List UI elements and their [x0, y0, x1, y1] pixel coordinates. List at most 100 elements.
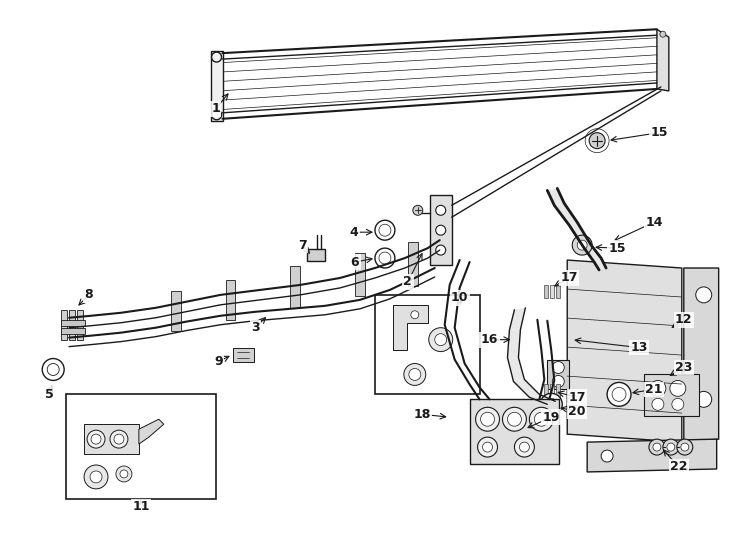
Circle shape	[478, 437, 498, 457]
Polygon shape	[548, 360, 570, 389]
Polygon shape	[556, 384, 560, 397]
Circle shape	[43, 359, 64, 380]
Bar	[61, 328, 85, 334]
Text: 17: 17	[561, 272, 578, 285]
Polygon shape	[355, 253, 365, 296]
Circle shape	[481, 412, 495, 426]
Circle shape	[573, 235, 592, 255]
Text: 2: 2	[404, 275, 413, 288]
Polygon shape	[393, 305, 428, 349]
Circle shape	[476, 407, 500, 431]
Circle shape	[375, 248, 395, 268]
Circle shape	[681, 443, 688, 451]
Circle shape	[650, 380, 666, 396]
Circle shape	[607, 382, 631, 406]
Text: 14: 14	[645, 216, 663, 229]
Circle shape	[696, 392, 712, 407]
Circle shape	[379, 224, 391, 236]
Circle shape	[507, 412, 521, 426]
Circle shape	[672, 399, 684, 410]
Text: 7: 7	[298, 239, 307, 252]
Text: 23: 23	[675, 361, 692, 374]
Polygon shape	[545, 384, 548, 397]
Text: 4: 4	[349, 226, 358, 239]
Polygon shape	[139, 419, 164, 444]
Polygon shape	[570, 222, 591, 248]
Circle shape	[660, 31, 666, 37]
Circle shape	[375, 220, 395, 240]
Polygon shape	[308, 249, 325, 261]
Circle shape	[601, 450, 613, 462]
Circle shape	[589, 133, 605, 149]
Circle shape	[379, 252, 391, 264]
Circle shape	[211, 110, 222, 120]
Circle shape	[120, 470, 128, 478]
Text: 16: 16	[481, 333, 498, 346]
Circle shape	[436, 225, 446, 235]
Text: 18: 18	[413, 408, 430, 421]
Text: 19: 19	[542, 411, 560, 424]
Text: 20: 20	[568, 405, 586, 418]
Polygon shape	[290, 266, 300, 308]
Circle shape	[110, 430, 128, 448]
Circle shape	[429, 328, 453, 352]
Polygon shape	[514, 380, 539, 397]
Text: 22: 22	[670, 461, 688, 474]
Circle shape	[649, 439, 665, 455]
Text: 1: 1	[211, 103, 220, 116]
Polygon shape	[554, 204, 577, 225]
Circle shape	[411, 311, 419, 319]
Text: 17: 17	[568, 391, 586, 404]
Polygon shape	[584, 245, 601, 262]
Polygon shape	[507, 357, 524, 381]
Circle shape	[677, 439, 693, 455]
Polygon shape	[509, 308, 526, 330]
Circle shape	[503, 407, 526, 431]
Polygon shape	[233, 348, 255, 361]
Polygon shape	[529, 394, 556, 404]
Polygon shape	[430, 195, 451, 265]
Bar	[66, 394, 216, 499]
Text: 3: 3	[251, 321, 260, 334]
Text: 15: 15	[608, 241, 626, 255]
Text: 21: 21	[645, 383, 663, 396]
Circle shape	[612, 387, 626, 401]
Text: 9: 9	[214, 355, 223, 368]
Circle shape	[404, 363, 426, 386]
Text: 10: 10	[451, 292, 468, 305]
Circle shape	[114, 434, 124, 444]
Circle shape	[436, 245, 446, 255]
Polygon shape	[84, 424, 139, 454]
Polygon shape	[77, 310, 83, 340]
Circle shape	[91, 434, 101, 444]
Circle shape	[413, 205, 423, 215]
Circle shape	[552, 361, 564, 374]
Polygon shape	[69, 310, 75, 340]
Polygon shape	[567, 260, 682, 442]
Polygon shape	[657, 29, 669, 91]
Text: 8: 8	[84, 288, 93, 301]
Polygon shape	[171, 292, 181, 330]
Bar	[375, 295, 479, 394]
Circle shape	[667, 443, 675, 451]
Bar	[61, 320, 85, 326]
Circle shape	[90, 471, 102, 483]
Circle shape	[435, 334, 447, 346]
Circle shape	[552, 375, 564, 387]
Text: 15: 15	[650, 126, 668, 139]
Polygon shape	[61, 310, 67, 340]
Polygon shape	[470, 400, 559, 464]
Circle shape	[540, 393, 562, 415]
Circle shape	[482, 442, 493, 452]
Circle shape	[116, 466, 132, 482]
Polygon shape	[507, 330, 520, 357]
Text: 5: 5	[45, 388, 54, 401]
Polygon shape	[587, 439, 716, 472]
Circle shape	[696, 287, 712, 303]
Polygon shape	[550, 285, 554, 298]
Text: 12: 12	[675, 313, 693, 326]
Circle shape	[670, 380, 686, 396]
Polygon shape	[225, 280, 236, 320]
Circle shape	[87, 430, 105, 448]
Polygon shape	[211, 51, 222, 121]
